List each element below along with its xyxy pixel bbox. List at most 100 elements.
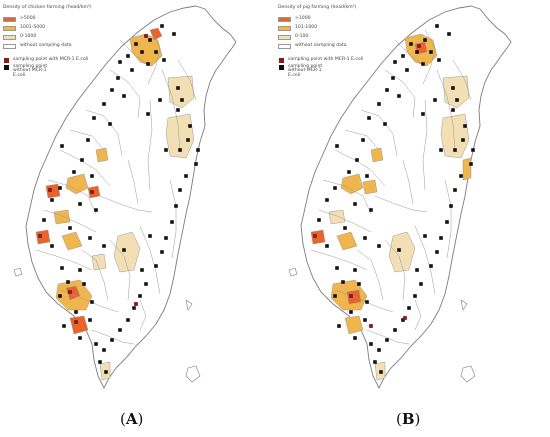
sampling-point-without-mcr1	[178, 188, 182, 192]
legend-class-row: >5000	[3, 16, 92, 24]
sampling-point-without-mcr1	[116, 76, 120, 80]
county-boundary	[91, 329, 135, 345]
density-region	[310, 229, 326, 245]
sampling-point-with-mcr1	[68, 290, 72, 294]
sampling-point-without-mcr1	[138, 294, 142, 298]
map-panel-a: Density of chicken farming (head/km²) >5…	[0, 0, 275, 390]
county-boundary	[161, 69, 181, 151]
sampling-point-without-mcr1	[363, 318, 367, 322]
sampling-point-without-mcr1	[397, 248, 401, 252]
county-boundary	[147, 99, 153, 191]
sampling-point-without-mcr1	[337, 324, 341, 328]
sampling-point-without-mcr1	[469, 162, 473, 166]
sampling-point-without-mcr1	[178, 148, 182, 152]
sampling-point-without-mcr1	[130, 68, 134, 72]
county-boundary	[444, 179, 452, 259]
sampling-point-without-mcr1	[148, 234, 152, 238]
sampling-point-without-mcr1	[401, 318, 405, 322]
sampling-point-without-mcr1	[86, 138, 90, 142]
sampling-point-without-mcr1	[78, 268, 82, 272]
county-boundary	[318, 209, 372, 233]
sampling-point-without-mcr1	[132, 306, 136, 310]
sampling-point-without-mcr1	[325, 198, 329, 202]
sampling-point-without-mcr1	[415, 50, 419, 54]
sampling-point-without-mcr1	[50, 198, 54, 202]
taiwan-map-b	[288, 5, 512, 390]
sampling-point-without-mcr1	[435, 24, 439, 28]
sampling-point-without-mcr1	[154, 264, 158, 268]
sampling-point-without-mcr1	[146, 112, 150, 116]
sampling-point-without-mcr1	[401, 54, 405, 58]
sampling-point-without-mcr1	[413, 294, 417, 298]
legend-point-label: sampling point with MCR-1 E.coli	[288, 56, 364, 62]
legend-point-row: sampling point without MCR-1 E.coli	[3, 64, 92, 79]
legend-class-label: without sampling data	[20, 43, 72, 49]
sampling-point-without-mcr1	[353, 202, 357, 206]
sampling-point-without-mcr1	[369, 342, 373, 346]
county-boundary	[69, 129, 105, 151]
sampling-point-without-mcr1	[325, 244, 329, 248]
sampling-point-with-mcr1	[90, 190, 94, 194]
sampling-point-without-mcr1	[423, 234, 427, 238]
density-region	[462, 157, 472, 181]
county-boundary	[177, 59, 197, 101]
sampling-point-without-mcr1	[140, 268, 144, 272]
sampling-point-without-mcr1	[78, 336, 82, 340]
county-boundary	[127, 159, 139, 205]
sampling-point-without-mcr1	[383, 122, 387, 126]
sampling-point-without-mcr1	[126, 54, 130, 58]
legend-class-label: 101-1000	[295, 25, 318, 31]
legend-swatch	[278, 35, 291, 41]
sampling-point-without-mcr1	[102, 102, 106, 106]
sampling-point-without-mcr1	[453, 148, 457, 152]
sampling-point-without-mcr1	[92, 116, 96, 120]
island	[288, 267, 298, 277]
sampling-point-without-mcr1	[335, 266, 339, 270]
sampling-point-with-mcr1	[48, 188, 52, 192]
county-boundary	[119, 39, 151, 67]
density-region	[362, 179, 378, 195]
sampling-point-without-mcr1	[58, 186, 62, 190]
sampling-point-without-mcr1	[118, 60, 122, 64]
density-region	[388, 231, 416, 273]
legend-b: Density of pig farming (head/km²) >1000 …	[278, 5, 364, 80]
sampling-point-without-mcr1	[158, 98, 162, 102]
island	[460, 365, 476, 383]
sampling-point-without-mcr1	[385, 338, 389, 342]
island	[185, 299, 193, 311]
map-panel-b: Density of pig farming (head/km²) >1000 …	[275, 0, 550, 390]
sampling-point-without-mcr1	[463, 124, 467, 128]
sampling-point-without-mcr1	[333, 294, 337, 298]
sampling-point-without-mcr1	[162, 58, 166, 62]
legend-swatch	[3, 26, 16, 32]
sampling-point-without-mcr1	[363, 236, 367, 240]
legend-class-row: >1000	[278, 16, 363, 24]
county-boundary	[109, 239, 131, 301]
sampling-point-without-mcr1	[471, 148, 475, 152]
sampling-point-without-mcr1	[176, 108, 180, 112]
sampling-point-with-mcr1	[74, 320, 78, 324]
sampling-point-with-mcr1	[313, 234, 317, 238]
legend-point-row: sampling point with MCR-1 E.coli	[3, 57, 92, 63]
sampling-point-without-mcr1	[461, 138, 465, 142]
county-boundary	[99, 195, 153, 213]
sampling-point-without-mcr1	[429, 264, 433, 268]
density-region	[336, 231, 358, 251]
sampling-point-without-mcr1	[90, 300, 94, 304]
sampling-point-without-mcr1	[102, 244, 106, 248]
sampling-point-without-mcr1	[110, 88, 114, 92]
density-region	[87, 185, 101, 199]
sampling-point-without-mcr1	[355, 158, 359, 162]
legend-class-row: 0-1000	[3, 34, 92, 42]
legend-class-label: without sampling data	[295, 43, 347, 49]
county-boundary	[59, 149, 111, 187]
sampling-point-without-mcr1	[154, 50, 158, 54]
county-boundary	[384, 69, 416, 119]
legend-class-label: 0-1000	[20, 34, 37, 40]
legend-swatch	[3, 17, 16, 23]
sampling-point-without-mcr1	[62, 324, 66, 328]
density-region	[91, 253, 107, 271]
county-boundary	[139, 225, 161, 295]
legend-class-row: 1001-5000	[3, 25, 92, 33]
county-boundary	[452, 59, 472, 101]
